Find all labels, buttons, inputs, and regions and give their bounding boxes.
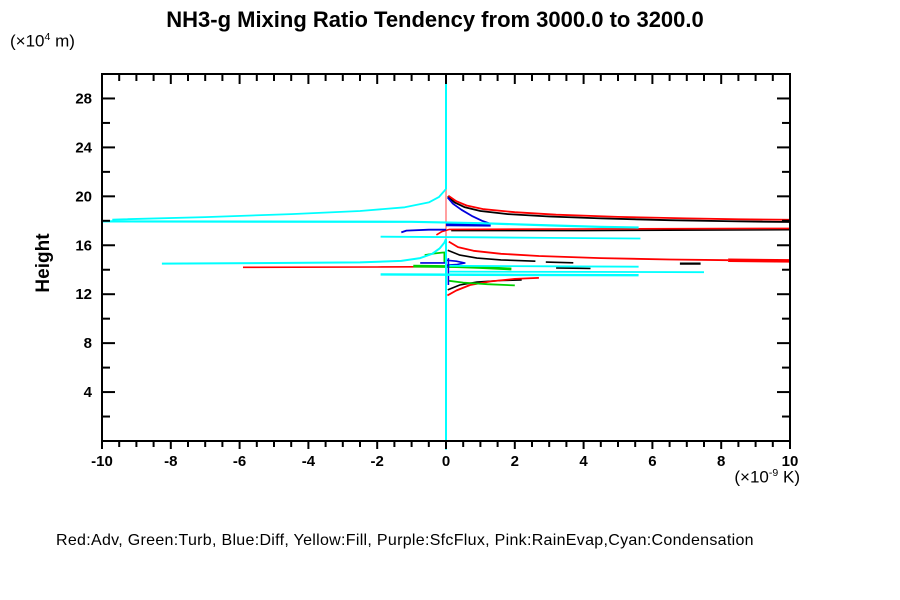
y-tick-label: 16 xyxy=(75,237,92,254)
y-tick-label: 8 xyxy=(84,335,92,352)
series-line-black xyxy=(545,261,574,264)
series-line-condensation xyxy=(161,238,447,265)
y-tick-label: 12 xyxy=(75,286,92,303)
x-tick-label: -6 xyxy=(233,453,246,470)
series-line-black xyxy=(556,267,591,270)
series-line-turb xyxy=(447,279,515,287)
series-line-condensation xyxy=(380,273,639,277)
y-tick-label: 28 xyxy=(75,90,92,107)
x-tick-label: 4 xyxy=(579,453,588,470)
series-line-condensation xyxy=(101,220,639,229)
series-line-adv xyxy=(447,194,791,221)
x-tick-label: -8 xyxy=(164,453,177,470)
y-unit-exponent: 4 xyxy=(44,31,51,43)
x-tick-label: 8 xyxy=(717,453,725,470)
series-line-adv xyxy=(446,277,539,297)
x-tick-label: -10 xyxy=(91,453,113,470)
chart-title: NH3-g Mixing Ratio Tendency from 3000.0 … xyxy=(166,7,704,32)
series-line-adv xyxy=(728,258,791,263)
series-line-condensation xyxy=(380,235,641,240)
x-tick-label: 10 xyxy=(782,453,799,470)
y-tick-label: 24 xyxy=(75,139,92,156)
x-axis-unit: (×10-9 K) xyxy=(734,467,800,488)
x-unit-suffix: K) xyxy=(778,467,800,487)
series-line-diff xyxy=(445,259,466,266)
y-axis-unit: (×104 m) xyxy=(10,31,75,52)
x-tick-label: 0 xyxy=(442,453,450,470)
series-line-adv xyxy=(435,227,791,236)
x-tick-label: -4 xyxy=(302,453,316,470)
x-unit-prefix: (×10 xyxy=(734,467,769,487)
x-unit-exponent: -9 xyxy=(768,467,779,479)
series-line-diff xyxy=(401,228,446,234)
series-line-diff xyxy=(447,197,492,225)
y-unit-suffix: m) xyxy=(50,31,75,51)
series-line-adv xyxy=(448,240,729,262)
y-unit-prefix: (×10 xyxy=(10,31,45,51)
series-line-condensation xyxy=(112,188,447,221)
color-legend-text: Red:Adv, Green:Turb, Blue:Diff, Yellow:F… xyxy=(56,532,754,549)
y-tick-label: 4 xyxy=(84,384,93,401)
x-tick-label: 6 xyxy=(648,453,656,470)
series-line-condensation xyxy=(449,264,639,268)
x-tick-label: 2 xyxy=(511,453,519,470)
series-line-black xyxy=(447,249,536,262)
series-line-black xyxy=(447,195,791,223)
series-line-condensation xyxy=(449,270,705,274)
x-tick-label: -2 xyxy=(371,453,384,470)
series-line-turb xyxy=(413,264,512,271)
y-tick-label: 20 xyxy=(75,188,92,205)
series-line-black xyxy=(451,228,791,232)
